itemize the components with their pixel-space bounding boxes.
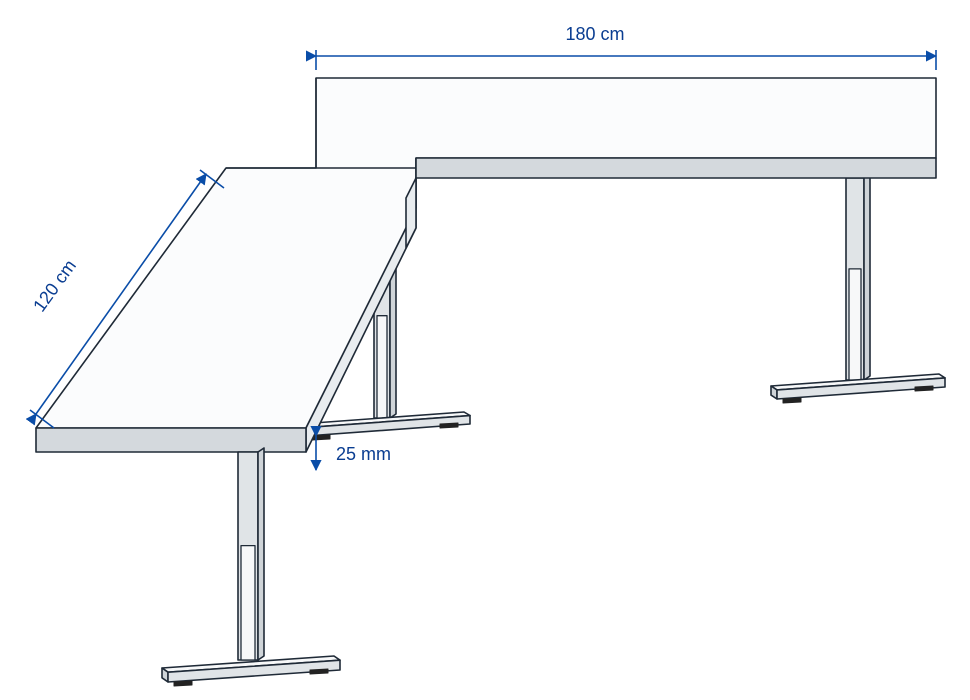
- dimension-thickness-label: 25 mm: [336, 444, 391, 465]
- desk-technical-drawing: [0, 0, 970, 700]
- diagram-stage: 180 cm 120 cm 25 mm: [0, 0, 970, 700]
- tabletop-edge-return-front: [36, 428, 306, 452]
- leg-right-column-side: [864, 174, 870, 380]
- tabletop-surface: [36, 78, 936, 428]
- tabletop-edge-main: [416, 158, 936, 178]
- dimension-width-label: 180 cm: [565, 24, 624, 45]
- leg-front-column-side: [258, 448, 264, 660]
